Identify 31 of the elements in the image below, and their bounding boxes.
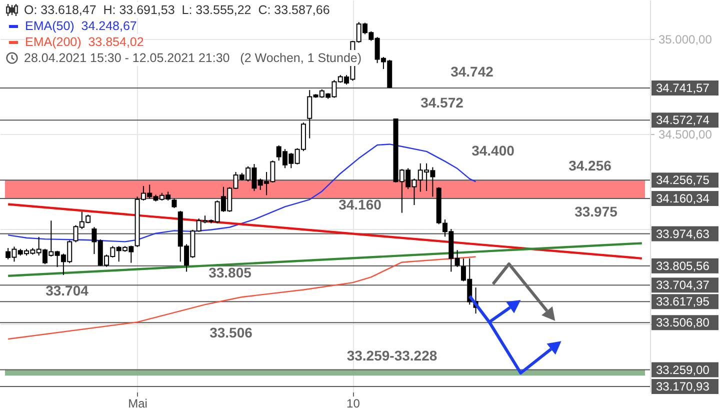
annotation: 34.256: [568, 158, 612, 174]
ref-line-label: 33.974,63: [656, 226, 710, 241]
legend-label: EMA(50) 34.248,67: [25, 18, 137, 34]
annotation: 34.160: [338, 196, 382, 213]
annotation: 34.742: [450, 64, 494, 80]
ref-line-label: 34.572,74: [656, 113, 710, 128]
annotation: 33.805: [208, 264, 252, 281]
annotation: 34.400: [472, 142, 515, 159]
annotation: 33.259-33.228: [346, 348, 438, 364]
ref-line-label: 33.704,37: [656, 278, 710, 292]
x-tick-label: Mai: [128, 396, 148, 410]
line-series: [7, 256, 476, 340]
ref-line-label: 33.617,95: [656, 294, 710, 309]
ref-line-label: 33.259,00: [656, 362, 710, 377]
y-tick-label: 34.500,00: [658, 127, 712, 142]
text: 28.04.2021 15:30 - 12.05.2021 21:30 (2 Wochen, 1 Stunde): [24, 50, 362, 66]
annotation: 33.506: [210, 324, 253, 341]
ref-line-label: 34.160,34: [656, 192, 710, 206]
candlestick: [172, 198, 177, 209]
legend-label: EMA(200) 33.854,02: [25, 34, 144, 50]
ref-line-label: 34.741,57: [656, 81, 710, 96]
ref-line-label: 33.506,80: [656, 316, 710, 330]
x-tick-label: 10: [346, 396, 360, 410]
annotation: 33.975: [574, 204, 618, 220]
ref-line-label: 33.170,93: [656, 380, 710, 394]
annotation: 33.704: [46, 282, 89, 299]
chart-title: O: 33.618,47 H: 33.691,53 L: 33.555,22 C: 33.587,66: [24, 2, 330, 18]
y-tick-label: 35.000,00: [658, 32, 712, 46]
ref-line-label: 34.256,75: [656, 173, 710, 188]
ref-line-label: 33.805,56: [656, 258, 710, 273]
annotation: 34.572: [420, 94, 464, 111]
